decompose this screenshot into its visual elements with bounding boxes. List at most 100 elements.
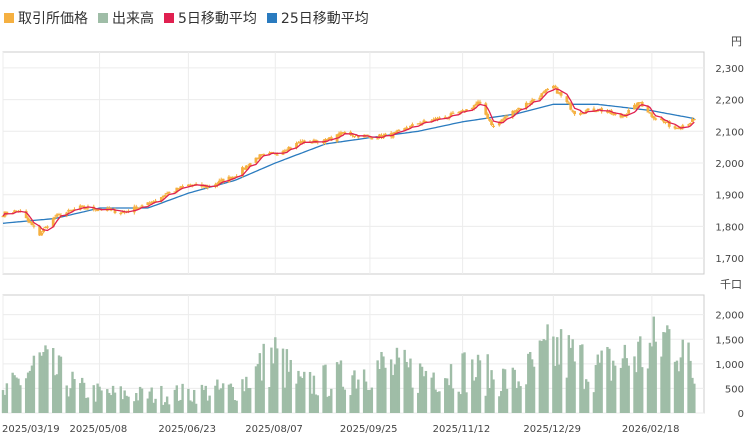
- candle-body: [298, 141, 302, 144]
- volume-bar: [461, 353, 464, 413]
- candle-body: [161, 195, 165, 198]
- volume-bar: [111, 385, 115, 413]
- volume-bar: [80, 377, 84, 413]
- candle-body: [619, 113, 623, 118]
- volume-bar: [420, 366, 424, 413]
- volume-bar: [681, 339, 684, 413]
- volume-bar: [612, 360, 615, 413]
- volume-bar: [664, 332, 667, 413]
- volume-bar: [245, 376, 248, 413]
- volume-bar: [376, 360, 379, 413]
- candle-body: [202, 185, 206, 187]
- candle-body: [113, 210, 117, 214]
- volume-bar: [594, 365, 598, 413]
- volume-tick-label: 500: [725, 384, 744, 395]
- volume-bar: [283, 387, 287, 413]
- volume-bar: [527, 353, 530, 413]
- volume-bar: [57, 355, 61, 413]
- candle-body: [287, 146, 291, 151]
- volume-bar: [26, 372, 30, 413]
- legend-item-ma25[interactable]: 25日移動平均: [266, 8, 369, 28]
- candle-body: [206, 186, 210, 188]
- candle-body: [395, 130, 399, 133]
- candle-body: [150, 202, 154, 204]
- volume-bar: [660, 356, 663, 413]
- volume-bar: [528, 352, 532, 413]
- price-tick-label: 1,800: [715, 222, 744, 233]
- x-tick-label: 2025/08/07: [245, 424, 303, 435]
- volume-tick-label: 1,000: [715, 360, 744, 371]
- price-tick-label: 2,200: [715, 96, 744, 107]
- volume-bar: [648, 342, 652, 413]
- legend-item-volume[interactable]: 出来高: [98, 8, 154, 28]
- volume-bar: [162, 404, 165, 413]
- volume-bar: [82, 382, 86, 413]
- candle-body: [353, 135, 356, 138]
- price-tick-label: 2,000: [715, 159, 744, 170]
- volume-bar: [606, 346, 609, 413]
- volume-unit-label: 千口: [720, 278, 742, 291]
- volume-axis: 0 500 1,000 1,500 2,000: [715, 311, 744, 420]
- volume-bar: [687, 342, 690, 413]
- candle-body: [461, 110, 465, 112]
- volume-tick-label: 0: [738, 409, 744, 420]
- price-axis: 1,700 1,800 1,900 2,000 2,100 2,200 2,300: [715, 64, 744, 265]
- volume-bar: [328, 395, 331, 413]
- candle-body: [650, 113, 654, 117]
- volume-bar: [189, 400, 192, 413]
- candle-body: [662, 119, 665, 122]
- candle-body: [84, 208, 88, 210]
- volume-bar: [84, 397, 88, 413]
- volume-bar: [621, 358, 625, 413]
- candle-body: [476, 101, 480, 105]
- volume-bar: [596, 354, 599, 413]
- volume-bar: [608, 348, 611, 413]
- volume-bar: [299, 376, 302, 413]
- candle-body: [687, 124, 690, 126]
- candle-body: [665, 121, 669, 123]
- volume-bar: [600, 350, 603, 413]
- candle-body: [119, 212, 123, 215]
- volume-bar: [324, 364, 327, 413]
- volume-bar: [486, 354, 489, 413]
- candle-body: [69, 210, 72, 212]
- candle-body: [503, 116, 507, 119]
- candle-body: [146, 202, 150, 206]
- volume-bar: [424, 370, 428, 413]
- volume-bar: [438, 391, 441, 413]
- candle-body: [611, 113, 615, 115]
- x-tick-label: 2025/06/23: [158, 424, 216, 435]
- legend-item-price[interactable]: 取引所価格: [4, 8, 88, 28]
- volume-bar: [515, 387, 518, 413]
- volume-bar: [121, 399, 124, 413]
- volume-bar: [677, 371, 681, 413]
- volume-bar: [208, 395, 211, 413]
- volume-bar: [216, 379, 219, 413]
- volume-bar: [40, 355, 43, 413]
- candle-body: [175, 187, 179, 193]
- volume-bar: [187, 388, 190, 413]
- volume-bar: [581, 344, 584, 413]
- candle-body: [606, 110, 609, 113]
- volume-bar: [357, 379, 360, 413]
- volume-bar: [474, 377, 478, 413]
- volume-bar: [364, 381, 368, 413]
- volume-bar: [449, 364, 453, 413]
- volume-bar: [625, 358, 628, 413]
- volume-bar: [666, 325, 669, 413]
- volume-bar: [525, 384, 528, 413]
- volume-bar: [154, 398, 157, 413]
- legend-item-ma5[interactable]: 5日移動平均: [164, 8, 257, 28]
- x-tick-label: 2025/12/29: [523, 424, 581, 435]
- candle-body: [167, 191, 171, 194]
- volume-bar: [652, 316, 655, 413]
- volume-bar: [274, 337, 277, 413]
- candle-body: [409, 125, 412, 129]
- volume-bar: [135, 393, 138, 413]
- volume-bar: [395, 347, 399, 413]
- candle-body: [499, 120, 503, 123]
- volume-bar: [635, 372, 638, 413]
- volume-bar: [362, 369, 366, 413]
- candle-body: [38, 226, 42, 236]
